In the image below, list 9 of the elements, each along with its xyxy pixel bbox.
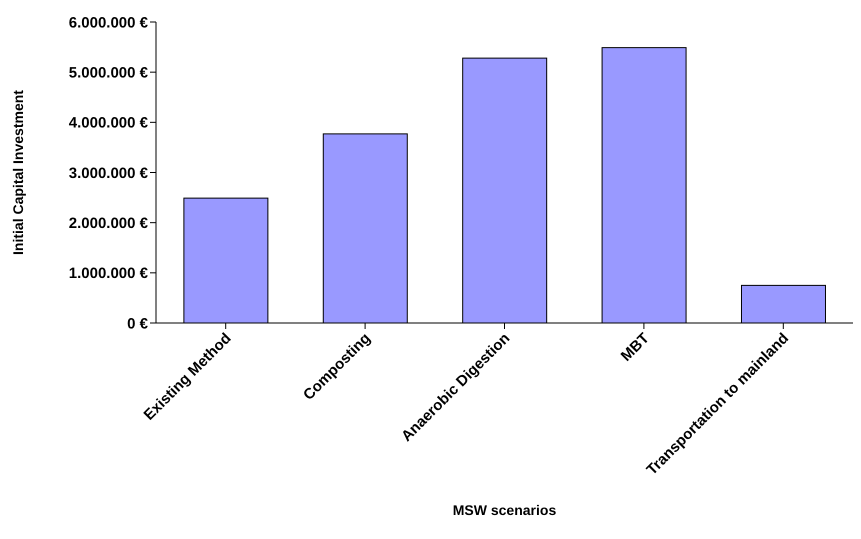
y-tick-label: 6.000.000 € [68, 14, 149, 32]
y-tick-label: 5.000.000 € [68, 64, 149, 82]
x-axis-title: MSW scenarios [452, 502, 556, 518]
y-axis-title: Initial Capital Investment [10, 90, 26, 255]
y-tick-label: 0 € [127, 315, 149, 332]
y-tick-label: 2.000.000 € [68, 214, 149, 232]
y-tick-label: 4.000.000 € [68, 114, 149, 132]
y-tick-label: 3.000.000 € [68, 164, 149, 182]
y-tick-label: 1.000.000 € [68, 265, 149, 282]
